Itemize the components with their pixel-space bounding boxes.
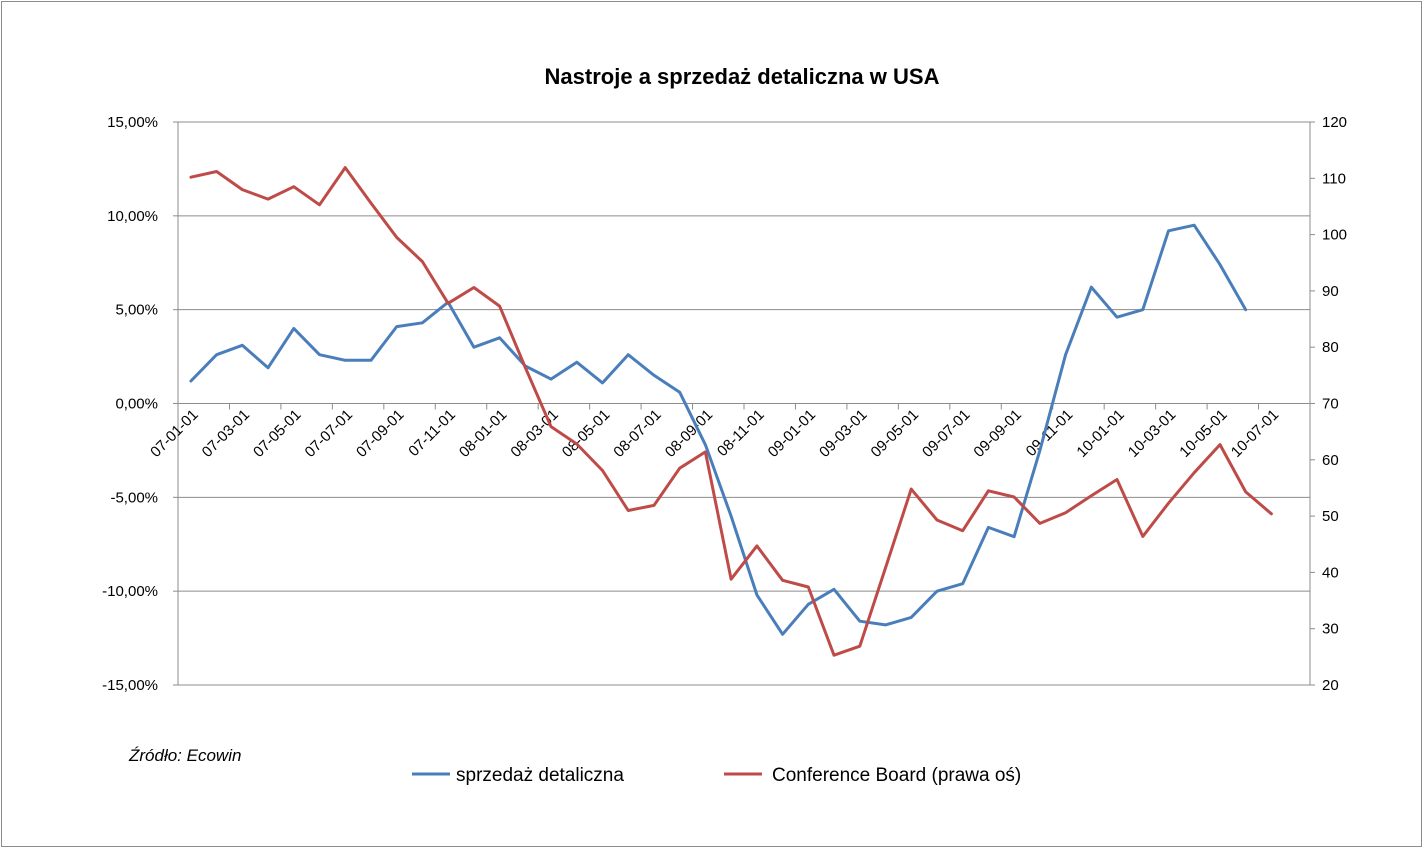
axes xyxy=(177,122,1311,685)
left-axis-tick-label: 15,00% xyxy=(107,114,158,131)
right-axis-tick-label: 110 xyxy=(1322,170,1346,187)
series-line-1 xyxy=(189,223,1248,636)
x-axis-tick-label: 07-09-01 xyxy=(353,406,407,460)
left-axis-tick-label: -5,00% xyxy=(110,489,158,506)
x-axis-tick-label: 10-05-01 xyxy=(1176,406,1230,460)
x-axis-tick-label: 08-03-01 xyxy=(507,406,561,460)
right-axis-tick-label: 100 xyxy=(1322,227,1347,244)
x-axis-tick-label: 08-07-01 xyxy=(610,406,664,460)
right-axis-tick-label: 80 xyxy=(1322,339,1339,356)
legend: sprzedaż detaliczna Conference Board (pra… xyxy=(412,765,1021,786)
x-axis-tick-label: 10-03-01 xyxy=(1125,406,1179,460)
right-axis-tick-label: 40 xyxy=(1322,564,1339,581)
right-axis-tick-label: 70 xyxy=(1322,396,1339,413)
series-line-2 xyxy=(189,166,1273,657)
x-axis-tick-label: 09-05-01 xyxy=(868,406,922,460)
x-axis-tick-label: 10-01-01 xyxy=(1073,406,1127,460)
left-axis-tick-label: -10,00% xyxy=(102,583,158,600)
x-axis-tick-label: 09-07-01 xyxy=(919,406,973,460)
x-axis-tick-label: 07-07-01 xyxy=(302,406,356,460)
chart-title: Nastroje a sprzedaż detaliczna w USA xyxy=(545,64,940,89)
right-axis-tick-label: 60 xyxy=(1322,452,1339,469)
x-axis-tick-label: 07-03-01 xyxy=(199,406,253,460)
x-axis-tick-label: 07-11-01 xyxy=(405,406,459,460)
legend-label-1: sprzedaż detaliczna xyxy=(456,765,624,786)
x-axis-tick-label: 10-07-01 xyxy=(1228,406,1282,460)
left-axis-tick-label: -15,00% xyxy=(102,677,158,694)
left-axis-tick-label: 5,00% xyxy=(115,302,158,319)
x-axis-tick-label: 09-03-01 xyxy=(816,406,870,460)
x-axis-tick-label: 07-05-01 xyxy=(250,406,304,460)
left-axis-tick-labels: 15,00% 10,00% 5,00% 0,00% -5,00% -10,00% -15,0… xyxy=(102,114,158,694)
right-axis-tick-label: 50 xyxy=(1322,508,1339,525)
right-axis-tick-label: 30 xyxy=(1322,621,1339,638)
legend-label-2: Conference Board (prawa oś) xyxy=(772,765,1021,786)
series-lines xyxy=(189,166,1273,657)
x-axis-tick-label: 08-11-01 xyxy=(714,406,768,460)
right-axis-tick-label: 120 xyxy=(1322,114,1347,131)
right-axis-tick-label: 90 xyxy=(1322,283,1339,300)
x-axis-tick-label: 07-01-01 xyxy=(147,406,201,460)
right-axis-tick-label: 20 xyxy=(1322,677,1339,694)
x-axis-tick-label: 09-09-01 xyxy=(970,406,1024,460)
x-axis-tick-label: 08-01-01 xyxy=(456,406,510,460)
left-axis-tick-label: 10,00% xyxy=(107,208,158,225)
left-axis-tick-label: 0,00% xyxy=(115,396,158,413)
source-note: Źródło: Ecowin xyxy=(128,746,241,765)
x-axis-tick-labels: 07-01-0107-03-0107-05-0107-07-0107-09-01… xyxy=(147,406,1282,460)
x-axis-tick-label: 09-01-01 xyxy=(765,406,819,460)
right-axis-tick-labels: 120 110 100 90 80 70 60 50 40 30 20 xyxy=(1322,114,1347,694)
